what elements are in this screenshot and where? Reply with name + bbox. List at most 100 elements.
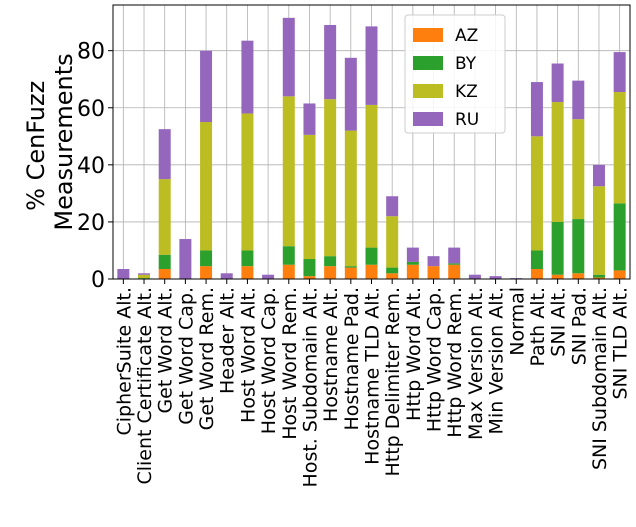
bar-segment	[572, 119, 585, 220]
bar-segment	[613, 92, 626, 204]
bar-segment	[530, 82, 543, 137]
bar-segment	[303, 134, 316, 260]
x-tick-label: Normal	[506, 287, 528, 356]
legend-swatch	[413, 84, 443, 98]
bar-segment	[386, 216, 399, 268]
bar-segment	[158, 269, 171, 279]
bar-segment	[344, 130, 357, 267]
x-tick-label: SNI Pad.	[568, 287, 590, 365]
bar-segment	[551, 221, 564, 275]
legend-swatch	[413, 112, 443, 126]
bar-segment	[200, 250, 213, 267]
bar-segment	[344, 266, 357, 268]
x-tick-label: Get Word Cap.	[175, 287, 197, 425]
x-tick-label: Hostname Alt.	[320, 287, 342, 422]
bar-segment	[613, 203, 626, 271]
x-tick-label: Host Word Alt.	[237, 287, 259, 423]
bar-segment	[365, 104, 378, 248]
bar-segment	[592, 274, 605, 278]
x-tick-label: Client Certificate Alt.	[134, 287, 156, 485]
legend-label: AZ	[455, 26, 478, 46]
bar-segment	[592, 164, 605, 187]
bar-segment	[200, 50, 213, 123]
bar-segment	[344, 57, 357, 131]
bar-segment	[406, 264, 419, 279]
x-tick-label: Max Version Alt.	[465, 287, 487, 440]
bar-segment	[530, 250, 543, 270]
bar-segment	[158, 129, 171, 180]
bar-segment	[572, 273, 585, 279]
x-tick-label: Path Alt.	[527, 287, 549, 367]
bar-segment	[551, 102, 564, 222]
bar-segment	[386, 273, 399, 279]
x-tick-label: Min Version Alt.	[486, 287, 508, 434]
y-axis-label-line: % CenFuzz	[22, 81, 50, 211]
bar-segment	[138, 273, 151, 275]
x-tick-label: Get Word Alt.	[155, 287, 177, 414]
bar-segment	[262, 274, 275, 279]
x-tick-label: Http Delimiter Rem.	[382, 287, 404, 477]
bar-segment	[241, 250, 254, 267]
bar-segment	[386, 196, 399, 217]
bar-segment	[365, 26, 378, 105]
legend-label: RU	[455, 110, 479, 130]
x-tick-label: SNI Alt.	[548, 287, 570, 357]
x-tick-label: SNI Subdomain Alt.	[589, 287, 611, 470]
legend-box	[404, 14, 506, 134]
bar-segment	[179, 239, 192, 279]
bar-segment	[448, 264, 461, 279]
bar-segment	[427, 256, 440, 267]
x-tick-label: Hostname Pad.	[341, 287, 363, 431]
bar-segment	[282, 264, 295, 279]
legend-swatch	[413, 28, 443, 42]
bar-segment	[406, 247, 419, 262]
y-tick-label: 0	[91, 268, 105, 293]
bar-segment	[241, 266, 254, 279]
bar-segment	[386, 267, 399, 274]
bar-segment	[220, 273, 233, 279]
bar-segment	[572, 80, 585, 120]
legend-label: KZ	[455, 82, 478, 102]
bar-segment	[241, 113, 254, 251]
bar-segment	[613, 270, 626, 279]
x-tick-label: Http Word Cap.	[424, 287, 446, 432]
bar-segment	[303, 103, 316, 135]
y-axis-label: % CenFuzz Measurements	[22, 53, 78, 230]
bar-segment	[448, 263, 461, 265]
x-tick-label: Http Word Alt.	[403, 287, 425, 421]
x-tick-label: Get Word Rem.	[196, 287, 218, 430]
y-tick-label: 40	[77, 154, 105, 179]
bar-segment	[530, 136, 543, 251]
bar-segment	[551, 274, 564, 279]
bar-segment	[324, 99, 337, 257]
x-tick-label: Hostname TLD Alt.	[362, 287, 384, 465]
bar-segment	[551, 63, 564, 103]
y-axis-label-line: Measurements	[50, 53, 78, 230]
bar-segment	[117, 269, 130, 279]
bar-segment	[406, 261, 419, 265]
bar-segment	[324, 24, 337, 100]
bar-segment	[448, 247, 461, 264]
bar-segment	[282, 96, 295, 247]
bar-segment	[200, 266, 213, 279]
bar-segment	[138, 274, 151, 279]
bar-segment	[241, 40, 254, 114]
bar-segment	[613, 52, 626, 93]
x-tick-label: SNI TLD Alt.	[610, 287, 632, 400]
bar-segment	[200, 122, 213, 251]
bar-segment	[282, 17, 295, 97]
bar-segment	[324, 256, 337, 267]
plot-frame	[112, 4, 631, 280]
legend-swatch	[413, 56, 443, 70]
x-tick-label: Host Word Cap.	[258, 287, 280, 434]
x-tick-label: Host. Subdomain Alt.	[299, 287, 321, 487]
bar-segment	[592, 277, 605, 279]
legend-label: BY	[455, 54, 477, 74]
x-tick-label: Host Word Rem.	[279, 287, 301, 440]
y-tick-label: 80	[77, 40, 105, 65]
bar-segment	[158, 254, 171, 270]
y-tick-label: 60	[77, 97, 105, 122]
bar-segment	[365, 247, 378, 265]
bar-segment	[158, 179, 171, 255]
